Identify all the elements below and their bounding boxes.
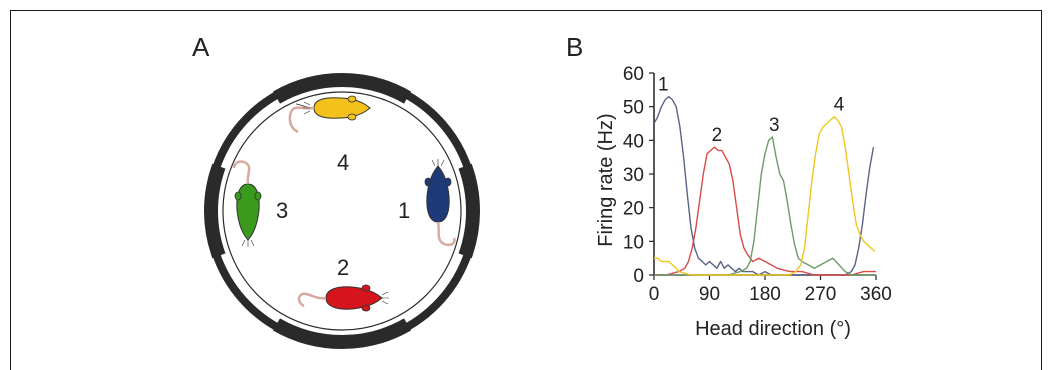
red-rat bbox=[297, 284, 389, 312]
arena-number-3: 3 bbox=[276, 198, 288, 223]
y-tick-label: 60 bbox=[623, 64, 644, 85]
arena-inner-wall bbox=[222, 91, 462, 331]
cue-card-4 bbox=[204, 163, 226, 259]
yellow-rat bbox=[288, 95, 371, 134]
y-tick-label: 40 bbox=[623, 131, 644, 152]
panel-b-label: B bbox=[566, 32, 583, 62]
y-tick-label: 20 bbox=[623, 199, 644, 220]
cue-card-3 bbox=[273, 318, 411, 349]
green-rat bbox=[232, 160, 262, 247]
arena-number-4: 4 bbox=[337, 150, 349, 175]
x-tick-label: 90 bbox=[699, 284, 720, 305]
x-tick-label: 0 bbox=[649, 284, 660, 305]
chart-axes: 0 90 180 270 360 0 10 20 30 40 50 60 bbox=[623, 64, 892, 305]
x-axis-label: Head direction (°) bbox=[695, 318, 851, 340]
peak-label-3: 3 bbox=[769, 115, 780, 136]
arena-cue-cards bbox=[204, 73, 480, 349]
chart-peak-labels: 1 2 3 4 bbox=[658, 74, 845, 145]
cue-card-2 bbox=[458, 163, 480, 259]
y-tick-label: 0 bbox=[633, 266, 644, 287]
chart-series bbox=[653, 95, 876, 276]
arena bbox=[204, 73, 480, 349]
arena-number-2: 2 bbox=[337, 255, 349, 280]
y-tick-label: 50 bbox=[623, 98, 644, 119]
y-axis-label: Firing rate (Hz) bbox=[595, 113, 617, 246]
peak-label-1: 1 bbox=[658, 74, 669, 95]
peak-label-2: 2 bbox=[712, 125, 723, 146]
x-tick-label: 270 bbox=[805, 284, 837, 305]
figure-frame bbox=[10, 10, 1042, 370]
series-line-3 bbox=[654, 136, 876, 276]
panel-a-label: A bbox=[192, 32, 210, 62]
firing-rate-chart: 0 90 180 270 360 0 10 20 30 40 50 60 1 2 3 4 Firing ra… bbox=[595, 64, 892, 340]
series-line-4 bbox=[654, 116, 876, 276]
series-line-1 bbox=[653, 95, 875, 276]
blue-rat bbox=[424, 159, 456, 247]
series-line-2 bbox=[654, 146, 876, 276]
x-tick-label: 180 bbox=[749, 284, 781, 305]
arena-number-1: 1 bbox=[398, 198, 410, 223]
peak-label-4: 4 bbox=[834, 95, 845, 116]
y-tick-label: 10 bbox=[623, 232, 644, 253]
y-tick-label: 30 bbox=[623, 165, 644, 186]
cue-card-1 bbox=[273, 73, 411, 104]
x-tick-label: 360 bbox=[860, 284, 892, 305]
